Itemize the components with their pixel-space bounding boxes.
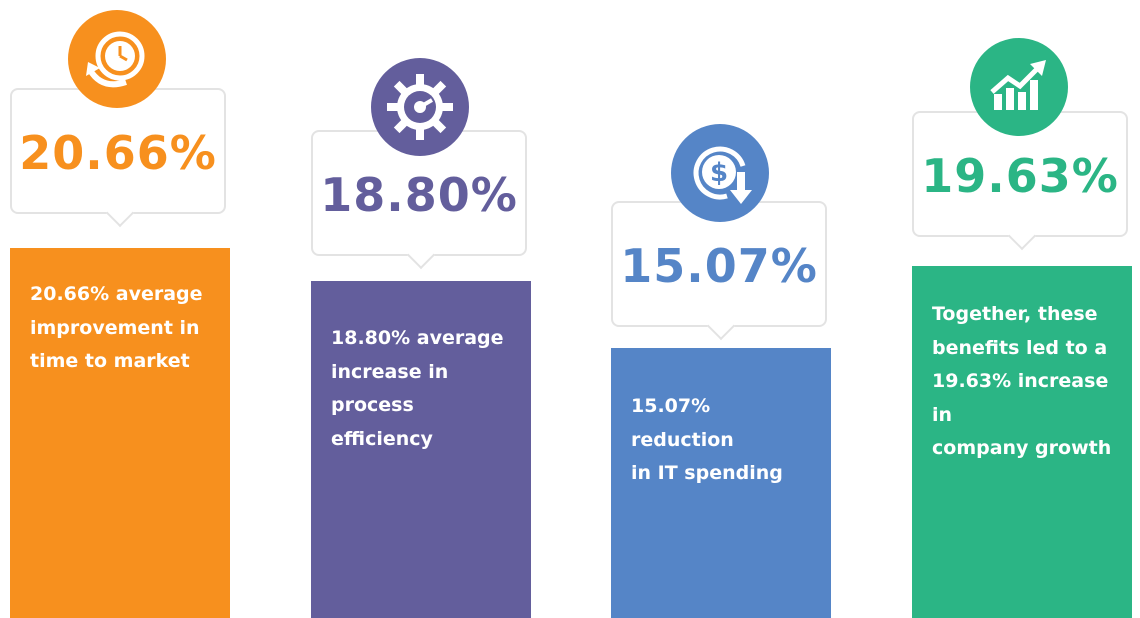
bubble-tail — [1007, 221, 1037, 251]
percentage-label: 18.80% — [320, 168, 518, 222]
metric-column-company-growth: 19.63% Together, these benefits led to a… — [912, 0, 1132, 618]
bar-time-to-market — [10, 248, 230, 618]
clock-refresh-icon — [68, 10, 166, 108]
dollar-down-icon: $ — [671, 124, 769, 222]
bar-it-spending — [611, 348, 831, 618]
bubble-tail — [406, 240, 436, 270]
bar-caption: Together, these benefits led to a 19.63%… — [932, 303, 1112, 459]
metric-bubble: 20.66% — [10, 88, 226, 228]
percentage-label: 19.63% — [921, 149, 1119, 203]
metric-column-it-spending: 15.07% $ 15.07% reduction in IT spending — [611, 0, 831, 618]
percentage-label: 15.07% — [620, 239, 818, 293]
bar-caption: 18.80% average increase in process effic… — [331, 327, 504, 450]
metric-bubble: 15.07% — [611, 201, 827, 341]
bar-caption: 20.66% average improvement in time to ma… — [30, 283, 203, 372]
svg-text:$: $ — [710, 158, 728, 188]
gear-gauge-icon — [371, 58, 469, 156]
bubble-tail — [105, 198, 135, 228]
growth-chart-icon — [970, 38, 1068, 136]
metric-column-process-efficiency: 18.80% 18.80% average increase in proces… — [311, 0, 531, 618]
bar-company-growth — [912, 266, 1132, 618]
metric-column-time-to-market: 20.66% 20.66% average improvement in tim… — [10, 0, 230, 618]
bubble-tail — [706, 311, 736, 341]
bar-process-efficiency — [311, 281, 531, 618]
bar-caption: 15.07% reduction in IT spending — [631, 395, 783, 484]
percentage-label: 20.66% — [19, 126, 217, 180]
